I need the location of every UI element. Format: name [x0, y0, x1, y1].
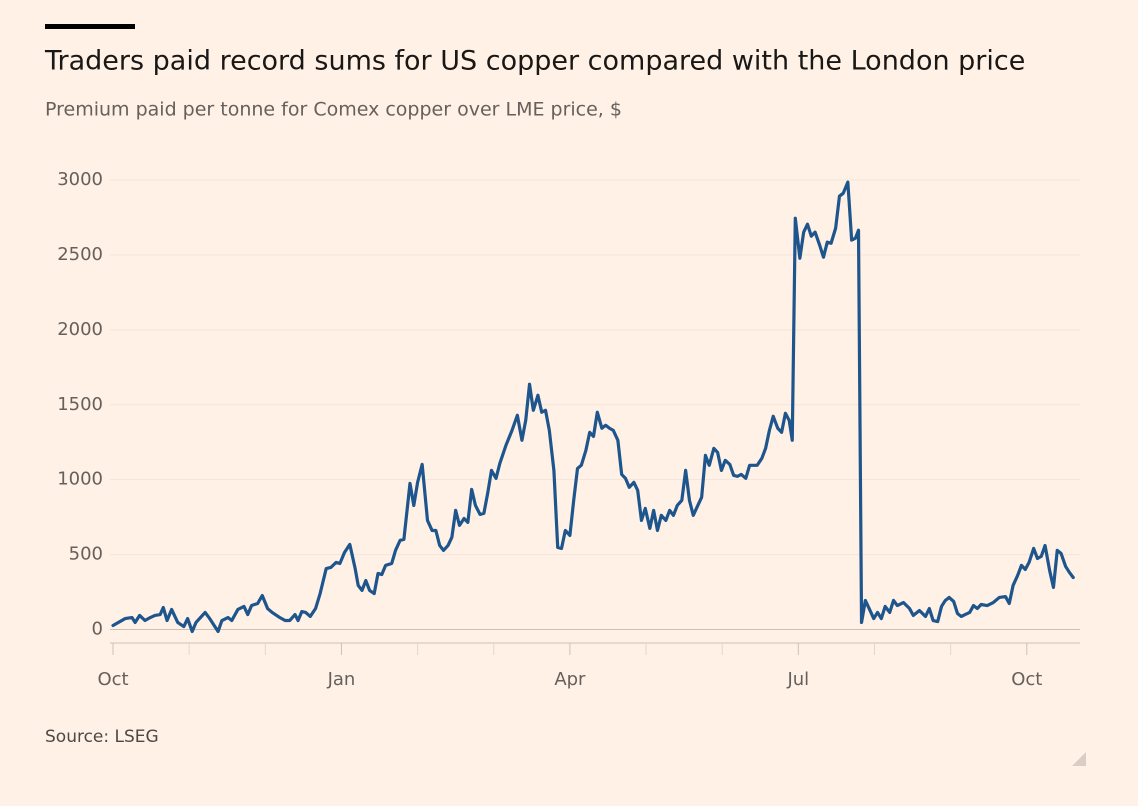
chart-subtitle: Premium paid per tonne for Comex copper …: [45, 99, 622, 121]
y-tick-label: 2000: [57, 319, 103, 340]
data-line: [111, 180, 1075, 634]
y-tick-label: 1000: [57, 469, 103, 490]
resize-corner: [1072, 752, 1086, 766]
x-tick-label: Apr: [554, 669, 586, 690]
y-tick-label: 1500: [57, 394, 103, 415]
y-tick-label: 3000: [57, 169, 103, 190]
x-tick-label: Oct: [97, 669, 128, 690]
y-tick-label: 2500: [57, 244, 103, 265]
y-tick-label: 500: [69, 544, 103, 565]
x-tick-label: Oct: [1011, 669, 1042, 690]
header-bar: [45, 24, 135, 29]
chart-title: Traders paid record sums for US copper c…: [44, 46, 1025, 77]
source: Source: LSEG: [45, 727, 159, 747]
x-tick-label: Jan: [327, 669, 356, 690]
y-tick-label: 0: [92, 619, 103, 640]
x-tick-label: Jul: [786, 669, 809, 690]
